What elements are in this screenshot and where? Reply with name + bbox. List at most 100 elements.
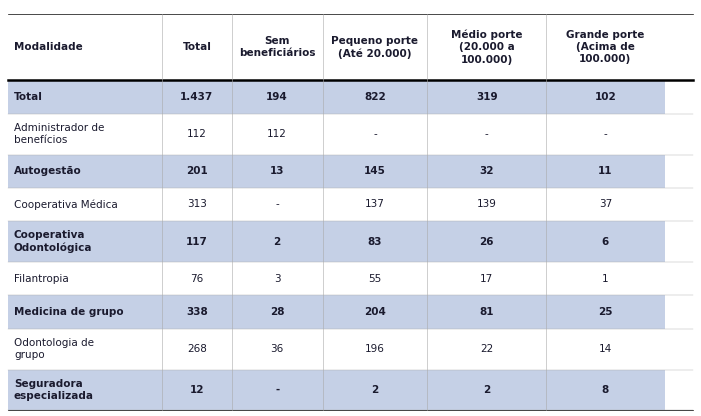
Bar bbox=[546, 369, 665, 411]
Bar bbox=[8, 369, 162, 411]
Text: 6: 6 bbox=[601, 237, 609, 247]
Text: Grande porte
(Acima de
100.000): Grande porte (Acima de 100.000) bbox=[566, 30, 644, 64]
Bar bbox=[162, 329, 232, 369]
Bar bbox=[428, 369, 546, 411]
Text: 28: 28 bbox=[270, 307, 285, 317]
Text: 117: 117 bbox=[186, 237, 207, 247]
Bar bbox=[162, 155, 232, 188]
Bar bbox=[232, 155, 322, 188]
Text: 25: 25 bbox=[598, 307, 613, 317]
Bar bbox=[162, 188, 232, 221]
Text: Cooperativa Médica: Cooperativa Médica bbox=[14, 199, 118, 210]
Text: 204: 204 bbox=[364, 307, 386, 317]
Text: 112: 112 bbox=[187, 129, 207, 139]
Bar bbox=[546, 14, 665, 80]
Text: 37: 37 bbox=[599, 199, 612, 209]
Bar bbox=[322, 188, 428, 221]
Text: 1: 1 bbox=[602, 274, 608, 284]
Text: 11: 11 bbox=[598, 166, 613, 176]
Bar bbox=[322, 262, 428, 295]
Text: 137: 137 bbox=[365, 199, 385, 209]
Bar bbox=[162, 14, 232, 80]
Bar bbox=[8, 329, 162, 369]
Text: 112: 112 bbox=[267, 129, 287, 139]
Bar bbox=[322, 80, 428, 114]
Bar bbox=[8, 114, 162, 155]
Bar bbox=[322, 155, 428, 188]
Text: Pequeno porte
(Até 20.000): Pequeno porte (Até 20.000) bbox=[332, 35, 418, 59]
Bar bbox=[8, 262, 162, 295]
Text: 102: 102 bbox=[594, 92, 616, 102]
Text: 76: 76 bbox=[190, 274, 203, 284]
Bar bbox=[8, 155, 162, 188]
Bar bbox=[162, 114, 232, 155]
Bar bbox=[428, 14, 546, 80]
Text: Odontologia de
grupo: Odontologia de grupo bbox=[14, 338, 94, 360]
Bar bbox=[232, 221, 322, 262]
Text: Seguradora
especializada: Seguradora especializada bbox=[14, 379, 94, 401]
Bar bbox=[162, 262, 232, 295]
Bar bbox=[322, 295, 428, 329]
Text: 22: 22 bbox=[480, 344, 494, 354]
Text: 194: 194 bbox=[266, 92, 288, 102]
Text: 55: 55 bbox=[368, 274, 381, 284]
Text: Cooperativa
Odontológica: Cooperativa Odontológica bbox=[14, 230, 93, 253]
Bar bbox=[232, 80, 322, 114]
Text: 139: 139 bbox=[477, 199, 496, 209]
Text: 319: 319 bbox=[476, 92, 498, 102]
Text: -: - bbox=[275, 199, 279, 209]
Bar bbox=[546, 262, 665, 295]
Text: 313: 313 bbox=[187, 199, 207, 209]
Bar bbox=[8, 80, 162, 114]
Bar bbox=[546, 329, 665, 369]
Bar bbox=[322, 221, 428, 262]
Text: Autogestão: Autogestão bbox=[14, 166, 82, 176]
Text: 14: 14 bbox=[599, 344, 612, 354]
Bar bbox=[428, 188, 546, 221]
Text: 8: 8 bbox=[601, 385, 609, 395]
Text: -: - bbox=[373, 129, 377, 139]
Text: 145: 145 bbox=[364, 166, 386, 176]
Text: 2: 2 bbox=[273, 237, 281, 247]
Text: 822: 822 bbox=[364, 92, 386, 102]
Bar bbox=[428, 295, 546, 329]
Bar bbox=[428, 221, 546, 262]
Bar bbox=[546, 80, 665, 114]
Text: -: - bbox=[604, 129, 607, 139]
Text: 1.437: 1.437 bbox=[180, 92, 214, 102]
Text: Total: Total bbox=[182, 42, 211, 52]
Bar bbox=[546, 221, 665, 262]
Text: 83: 83 bbox=[368, 237, 382, 247]
Bar bbox=[428, 329, 546, 369]
Bar bbox=[428, 262, 546, 295]
Bar bbox=[162, 221, 232, 262]
Text: Modalidade: Modalidade bbox=[14, 42, 83, 52]
Text: Sem
beneficiários: Sem beneficiários bbox=[239, 36, 315, 58]
Bar bbox=[232, 369, 322, 411]
Text: 201: 201 bbox=[186, 166, 207, 176]
Bar bbox=[162, 369, 232, 411]
Bar bbox=[546, 114, 665, 155]
Text: 32: 32 bbox=[479, 166, 494, 176]
Text: Médio porte
(20.000 a
100.000): Médio porte (20.000 a 100.000) bbox=[451, 30, 522, 65]
Text: 13: 13 bbox=[270, 166, 285, 176]
Bar bbox=[322, 329, 428, 369]
Bar bbox=[162, 295, 232, 329]
Bar bbox=[232, 295, 322, 329]
Text: 338: 338 bbox=[186, 307, 207, 317]
Text: 36: 36 bbox=[271, 344, 284, 354]
Bar bbox=[162, 80, 232, 114]
Bar bbox=[232, 262, 322, 295]
Text: 3: 3 bbox=[274, 274, 280, 284]
Text: 268: 268 bbox=[187, 344, 207, 354]
Bar bbox=[232, 188, 322, 221]
Bar bbox=[8, 295, 162, 329]
Bar bbox=[322, 369, 428, 411]
Bar bbox=[8, 221, 162, 262]
Text: 2: 2 bbox=[372, 385, 379, 395]
Bar bbox=[428, 155, 546, 188]
Text: 12: 12 bbox=[190, 385, 204, 395]
Text: 17: 17 bbox=[480, 274, 494, 284]
Bar bbox=[232, 329, 322, 369]
Bar bbox=[428, 114, 546, 155]
